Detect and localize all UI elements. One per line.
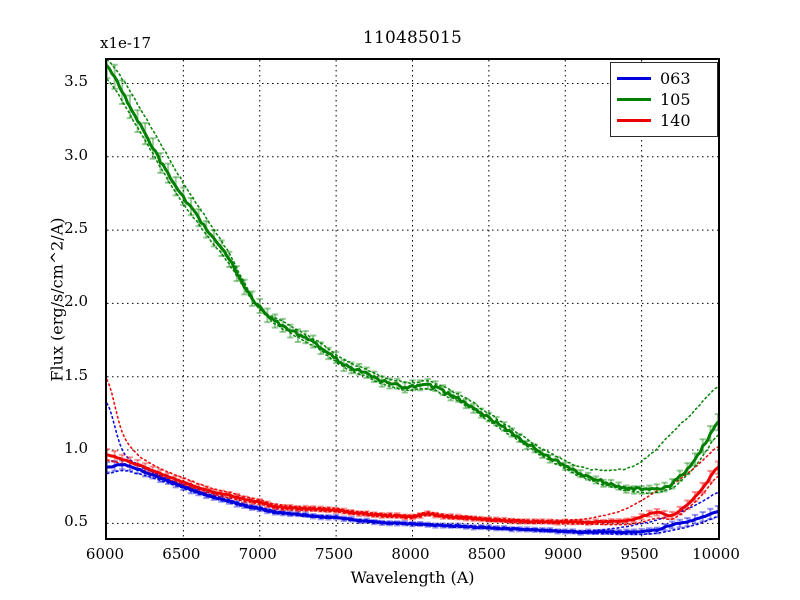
x-axis-label: Wavelength (A)	[350, 568, 475, 587]
legend-swatch-063	[617, 77, 651, 80]
y-tick-label: 2.0	[64, 292, 88, 311]
x-tick-label: 7500	[315, 545, 354, 563]
x-tick-label: 10000	[692, 545, 740, 563]
x-tick-label: 8500	[467, 545, 506, 563]
y-tick-label: 3.0	[64, 145, 88, 164]
plot-svg	[107, 60, 718, 538]
x-tick-label: 9500	[620, 545, 659, 563]
plot-area	[105, 58, 720, 540]
y-tick-label: 0.5	[64, 512, 88, 531]
page-title: 110485015	[362, 28, 463, 48]
y-tick-label: 3.5	[64, 72, 88, 91]
legend-item: 105	[617, 89, 711, 110]
x-tick-label: 7000	[238, 545, 277, 563]
legend-item: 140	[617, 110, 711, 131]
x-tick-label: 8000	[391, 545, 430, 563]
y-axis-label: Flux (erg/s/cm^2/A)	[47, 217, 67, 382]
legend-label-140: 140	[660, 110, 691, 130]
y-tick-label: 2.5	[64, 219, 88, 238]
legend[interactable]: 063 105 140	[610, 62, 718, 137]
y-tick-label: 1.5	[64, 365, 88, 384]
data-curves	[107, 64, 718, 535]
x-tick-label: 9000	[544, 545, 583, 563]
y-tick-label: 1.0	[64, 439, 88, 458]
legend-label-105: 105	[660, 89, 691, 109]
legend-item: 063	[617, 68, 711, 89]
legend-swatch-105	[617, 98, 651, 101]
legend-label-063: 063	[660, 68, 691, 88]
legend-swatch-140	[617, 119, 651, 122]
x-tick-label: 6000	[85, 545, 125, 563]
y-axis-exponent-label: x1e-17	[100, 34, 152, 52]
x-tick-label: 6500	[162, 545, 201, 563]
